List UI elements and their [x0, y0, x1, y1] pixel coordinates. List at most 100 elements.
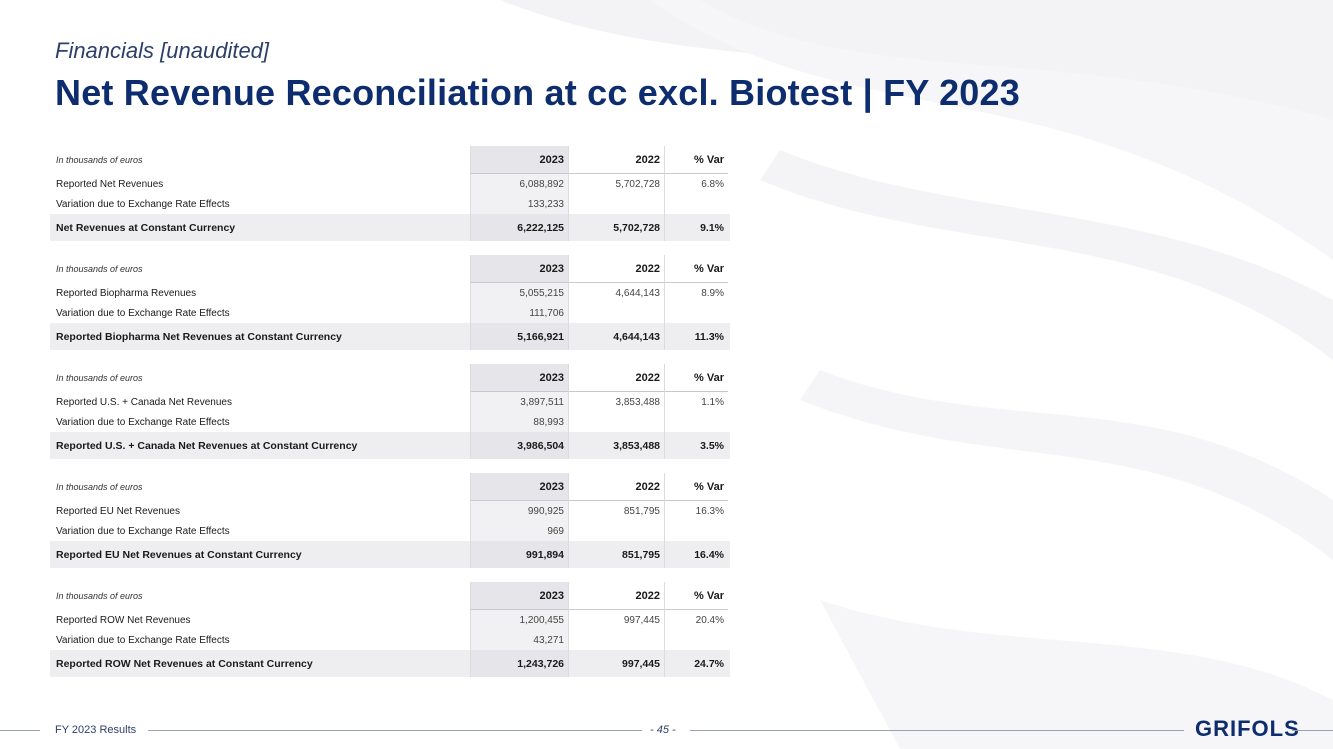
value-2022: 4,644,143 [568, 283, 664, 303]
footer-divider [690, 730, 1184, 731]
total-2022: 851,795 [568, 541, 664, 568]
value-var [664, 194, 728, 214]
value-var [664, 303, 728, 323]
value-2022 [568, 412, 664, 432]
row-label: Variation due to Exchange Rate Effects [56, 525, 230, 537]
grifols-logo: GRIFOLS [1195, 716, 1300, 741]
unit-label: In thousands of euros [56, 264, 143, 274]
col-header-var: % Var [664, 582, 728, 610]
footer-divider [0, 730, 40, 731]
value-2023: 969 [470, 521, 568, 541]
col-header-2023: 2023 [470, 582, 568, 610]
total-2023: 991,894 [470, 541, 568, 568]
reconciliation-table-biopharma: In thousands of euros 2023 2022 % Var Re… [50, 255, 730, 350]
total-2022: 5,702,728 [568, 214, 664, 241]
row-label: Variation due to Exchange Rate Effects [56, 307, 230, 319]
table-row: Variation due to Exchange Rate Effects 9… [50, 521, 730, 541]
table-header-row: In thousands of euros 2023 2022 % Var [50, 255, 730, 283]
table-row: Reported EU Net Revenues 990,925 851,795… [50, 501, 730, 521]
value-2023: 990,925 [470, 501, 568, 521]
unit-label: In thousands of euros [56, 591, 143, 601]
tables-container: In thousands of euros 2023 2022 % Var Re… [50, 146, 730, 691]
col-header-var: % Var [664, 255, 728, 283]
col-header-2023: 2023 [470, 255, 568, 283]
table-header-row: In thousands of euros 2023 2022 % Var [50, 364, 730, 392]
value-2022: 997,445 [568, 610, 664, 630]
col-header-2023: 2023 [470, 364, 568, 392]
table-total-row: Net Revenues at Constant Currency 6,222,… [50, 214, 730, 241]
col-header-var: % Var [664, 473, 728, 501]
table-row: Variation due to Exchange Rate Effects 1… [50, 303, 730, 323]
value-2023: 88,993 [470, 412, 568, 432]
table-header-row: In thousands of euros 2023 2022 % Var [50, 582, 730, 610]
table-total-row: Reported ROW Net Revenues at Constant Cu… [50, 650, 730, 677]
value-2022 [568, 194, 664, 214]
total-var: 3.5% [664, 432, 728, 459]
page-title: Net Revenue Reconciliation at cc excl. B… [55, 72, 1020, 113]
table-total-row: Reported Biopharma Net Revenues at Const… [50, 323, 730, 350]
value-var [664, 630, 728, 650]
unit-label: In thousands of euros [56, 373, 143, 383]
row-label: Reported U.S. + Canada Net Revenues [56, 396, 232, 408]
table-row: Reported Net Revenues 6,088,892 5,702,72… [50, 174, 730, 194]
footer-divider [148, 730, 642, 731]
value-2022: 851,795 [568, 501, 664, 521]
value-2023: 3,897,511 [470, 392, 568, 412]
unit-label: In thousands of euros [56, 155, 143, 165]
footer-report-label: FY 2023 Results [55, 724, 137, 736]
col-header-var: % Var [664, 364, 728, 392]
col-header-2022: 2022 [568, 473, 664, 501]
total-var: 11.3% [664, 323, 728, 350]
table-header-row: In thousands of euros 2023 2022 % Var [50, 473, 730, 501]
total-2023: 5,166,921 [470, 323, 568, 350]
value-var [664, 412, 728, 432]
value-2022 [568, 521, 664, 541]
value-var: 6.8% [664, 174, 728, 194]
table-row: Reported ROW Net Revenues 1,200,455 997,… [50, 610, 730, 630]
row-label: Variation due to Exchange Rate Effects [56, 416, 230, 428]
value-var: 1.1% [664, 392, 728, 412]
col-header-var: % Var [664, 146, 728, 174]
col-header-2023: 2023 [470, 146, 568, 174]
value-var [664, 521, 728, 541]
table-row: Variation due to Exchange Rate Effects 4… [50, 630, 730, 650]
page-number: - 45 - [650, 724, 676, 736]
table-total-row: Reported EU Net Revenues at Constant Cur… [50, 541, 730, 568]
reconciliation-table-eu: In thousands of euros 2023 2022 % Var Re… [50, 473, 730, 568]
total-2022: 3,853,488 [568, 432, 664, 459]
total-var: 24.7% [664, 650, 728, 677]
col-header-2023: 2023 [470, 473, 568, 501]
table-row: Reported U.S. + Canada Net Revenues 3,89… [50, 392, 730, 412]
table-row: Variation due to Exchange Rate Effects 8… [50, 412, 730, 432]
value-2022 [568, 630, 664, 650]
total-label: Reported ROW Net Revenues at Constant Cu… [56, 657, 313, 670]
value-2023: 133,233 [470, 194, 568, 214]
table-row: Variation due to Exchange Rate Effects 1… [50, 194, 730, 214]
reconciliation-table-net-revenues: In thousands of euros 2023 2022 % Var Re… [50, 146, 730, 241]
value-2023: 6,088,892 [470, 174, 568, 194]
value-2022: 3,853,488 [568, 392, 664, 412]
value-2022 [568, 303, 664, 323]
row-label: Reported ROW Net Revenues [56, 614, 191, 626]
total-var: 9.1% [664, 214, 728, 241]
value-var: 16.3% [664, 501, 728, 521]
total-label: Reported U.S. + Canada Net Revenues at C… [56, 439, 358, 452]
total-2022: 997,445 [568, 650, 664, 677]
table-header-row: In thousands of euros 2023 2022 % Var [50, 146, 730, 174]
value-2023: 43,271 [470, 630, 568, 650]
reconciliation-table-us-canada: In thousands of euros 2023 2022 % Var Re… [50, 364, 730, 459]
row-label: Variation due to Exchange Rate Effects [56, 634, 230, 646]
reconciliation-table-row: In thousands of euros 2023 2022 % Var Re… [50, 582, 730, 677]
table-row: Reported Biopharma Revenues 5,055,215 4,… [50, 283, 730, 303]
col-header-2022: 2022 [568, 364, 664, 392]
table-total-row: Reported U.S. + Canada Net Revenues at C… [50, 432, 730, 459]
value-var: 20.4% [664, 610, 728, 630]
total-label: Reported EU Net Revenues at Constant Cur… [56, 548, 302, 561]
value-2023: 111,706 [470, 303, 568, 323]
total-2023: 1,243,726 [470, 650, 568, 677]
unit-label: In thousands of euros [56, 482, 143, 492]
total-label: Reported Biopharma Net Revenues at Const… [56, 330, 342, 343]
total-2023: 3,986,504 [470, 432, 568, 459]
value-2023: 1,200,455 [470, 610, 568, 630]
value-2023: 5,055,215 [470, 283, 568, 303]
